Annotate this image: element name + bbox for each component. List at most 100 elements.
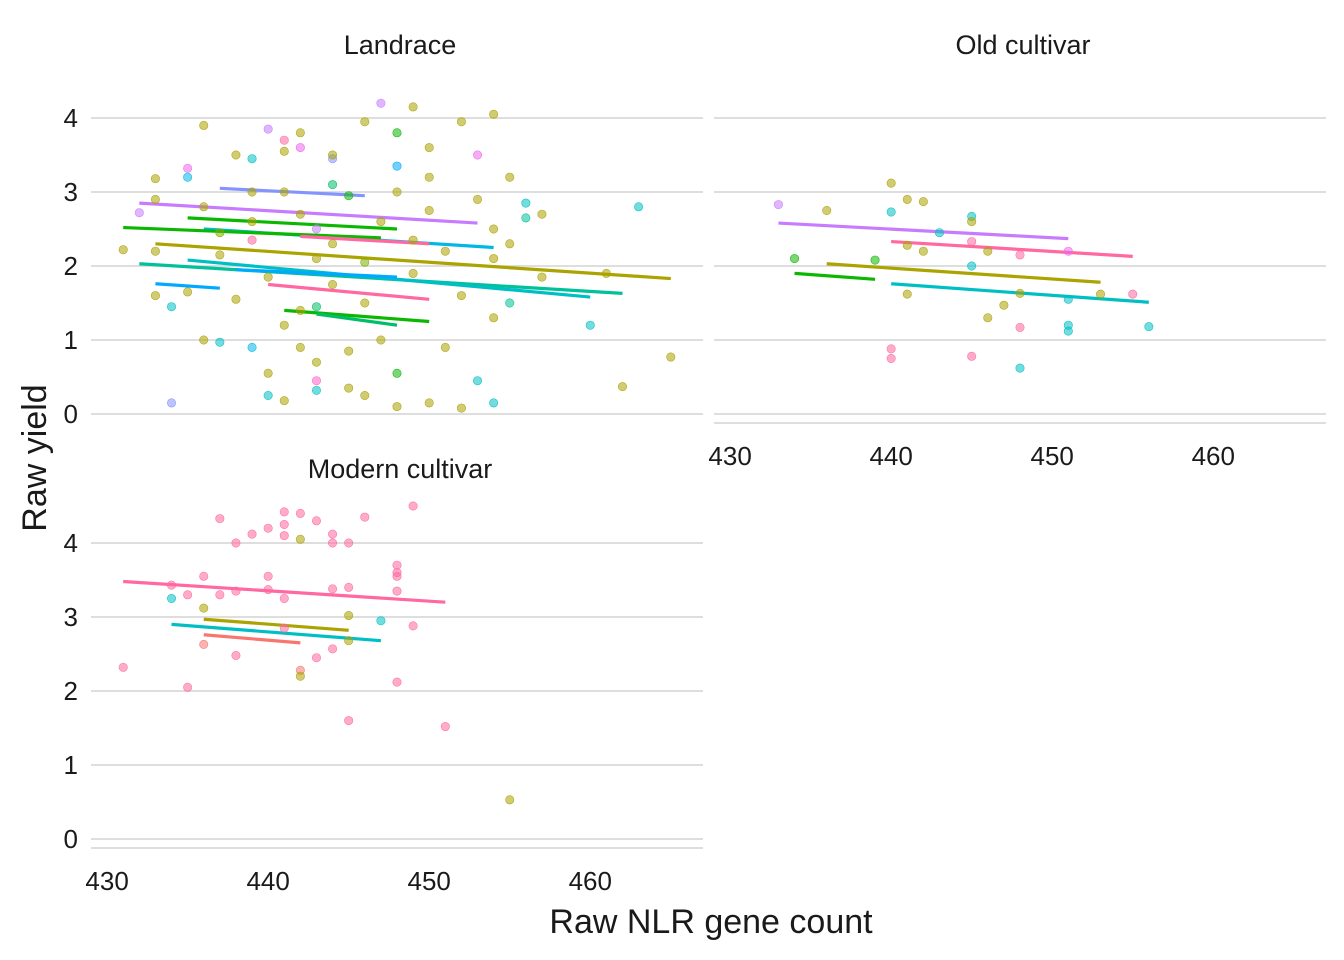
data-point: [822, 206, 832, 216]
data-point: [585, 320, 595, 330]
data-point: [1063, 326, 1073, 336]
data-point: [489, 313, 499, 323]
data-point: [263, 390, 273, 400]
data-point: [183, 590, 193, 600]
data-point: [150, 246, 160, 256]
data-point: [167, 580, 177, 590]
x-tick-label-old-cultivar-450: 450: [1031, 441, 1074, 471]
data-point: [902, 240, 912, 250]
data-point: [376, 335, 386, 345]
data-point: [328, 584, 338, 594]
x-tick-label-modern-cultivar-440: 440: [246, 866, 289, 896]
data-point: [231, 538, 241, 548]
data-point: [247, 342, 257, 352]
data-point: [150, 291, 160, 301]
regression-line: [794, 271, 876, 281]
data-point: [295, 671, 305, 681]
data-point: [279, 187, 289, 197]
data-point: [134, 208, 144, 218]
data-point: [408, 268, 418, 278]
data-point: [247, 235, 257, 245]
y-tick-label-modern-cultivar-1: 1: [64, 750, 78, 780]
data-point: [311, 302, 321, 312]
data-point: [489, 398, 499, 408]
regression-line: [300, 234, 430, 246]
data-point: [311, 254, 321, 264]
data-point: [215, 250, 225, 260]
data-point: [392, 161, 402, 171]
data-point: [295, 209, 305, 219]
data-point: [279, 531, 289, 541]
x-tick-label-old-cultivar-440: 440: [869, 441, 912, 471]
data-point: [215, 590, 225, 600]
y-tick-label-modern-cultivar-2: 2: [64, 676, 78, 706]
data-point: [279, 507, 289, 517]
data-point: [295, 508, 305, 518]
data-point: [263, 523, 273, 533]
data-point: [311, 653, 321, 663]
data-point: [902, 194, 912, 204]
data-point: [344, 611, 354, 621]
data-point: [392, 187, 402, 197]
data-point: [279, 519, 289, 529]
data-point: [790, 254, 800, 264]
y-tick-label-landrace-3: 3: [64, 177, 78, 207]
data-point: [1063, 246, 1073, 256]
data-point: [1063, 294, 1073, 304]
data-point: [392, 677, 402, 687]
data-point: [489, 109, 499, 119]
data-point: [118, 662, 128, 672]
data-point: [311, 357, 321, 367]
data-point: [999, 300, 1009, 310]
data-point: [505, 298, 515, 308]
data-point: [886, 178, 896, 188]
data-point: [902, 289, 912, 299]
data-point: [311, 385, 321, 395]
data-point: [456, 291, 466, 301]
data-point: [392, 368, 402, 378]
regression-line: [268, 282, 430, 301]
y-axis-title: Raw yield: [16, 384, 54, 531]
data-point: [918, 246, 928, 256]
data-point: [344, 716, 354, 726]
regression-line: [155, 282, 220, 290]
data-point: [344, 582, 354, 592]
data-point: [328, 538, 338, 548]
data-point: [424, 172, 434, 182]
regression-line: [203, 633, 301, 645]
data-point: [199, 202, 209, 212]
data-point: [983, 313, 993, 323]
data-point: [424, 206, 434, 216]
data-point: [215, 228, 225, 238]
data-point: [473, 194, 483, 204]
regression-line: [219, 186, 365, 198]
data-point: [344, 383, 354, 393]
data-point: [424, 398, 434, 408]
data-point: [537, 209, 547, 219]
data-point: [295, 342, 305, 352]
x-tick-label-modern-cultivar-430: 430: [85, 866, 128, 896]
data-point: [295, 143, 305, 153]
regression-line: [891, 239, 1133, 258]
data-point: [360, 257, 370, 267]
data-point: [328, 239, 338, 249]
data-point: [456, 403, 466, 413]
data-point: [279, 623, 289, 633]
regression-line: [123, 225, 381, 240]
data-point: [215, 514, 225, 524]
facet-panel-old-cultivar: 430 440 450 460 Old cultivar: [708, 30, 1326, 471]
facet-title-old-cultivar: Old cultivar: [955, 30, 1090, 60]
data-point: [521, 198, 531, 208]
data-point: [505, 172, 515, 182]
y-tick-label-landrace-0: 0: [64, 399, 78, 429]
data-point: [150, 194, 160, 204]
data-point: [311, 376, 321, 386]
data-point: [392, 586, 402, 596]
data-point: [263, 368, 273, 378]
data-point: [967, 351, 977, 361]
data-point: [440, 342, 450, 352]
data-point: [1015, 250, 1025, 260]
data-point: [886, 353, 896, 363]
data-point: [773, 200, 783, 210]
